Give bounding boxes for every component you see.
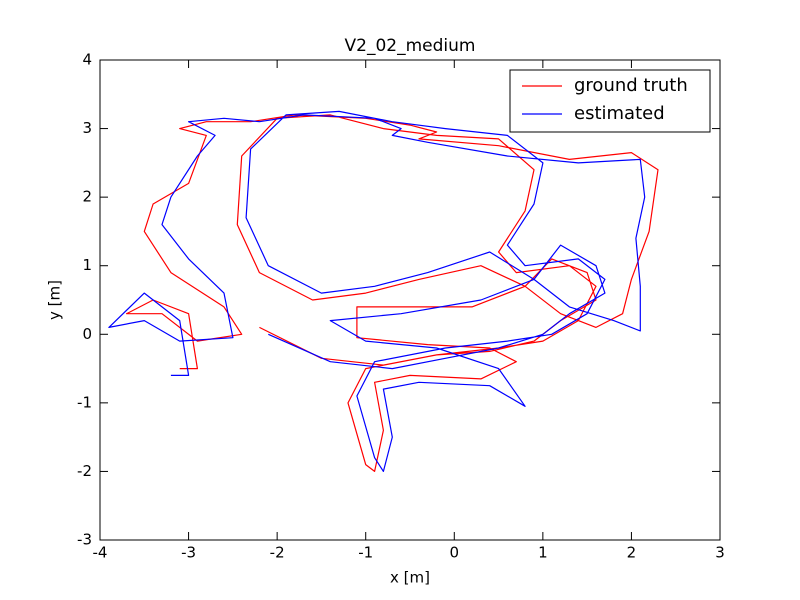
legend-box (509, 69, 711, 133)
chart-title: V2_02_medium (345, 36, 476, 56)
legend: ground truth estimated (509, 69, 711, 133)
y-axis-label: y [m] (46, 280, 64, 320)
x-tick-label: -3 (181, 544, 196, 562)
x-tick-label: 1 (538, 544, 548, 562)
y-tick-label: 1 (82, 256, 92, 274)
y-tick-label: -3 (77, 531, 92, 549)
y-tick-label: 2 (82, 188, 92, 206)
x-axis-label: x [m] (390, 569, 430, 587)
legend-label: ground truth (574, 75, 688, 96)
y-tick-label: -2 (77, 462, 92, 480)
legend-label: estimated (574, 103, 665, 124)
x-tick-label: -1 (358, 544, 373, 562)
axes-frame (99, 59, 721, 541)
y-tick-label: 3 (82, 119, 92, 137)
plot-area (108, 110, 659, 472)
y-tick-label: 0 (82, 325, 92, 343)
x-tick-label: -2 (270, 544, 285, 562)
x-tick-label: 2 (627, 544, 637, 562)
x-tick-label: -4 (93, 544, 108, 562)
y-tick-label: -1 (77, 393, 92, 411)
trajectory-line (126, 114, 659, 472)
trajectory-line (108, 110, 646, 472)
y-tick-label: 4 (82, 51, 92, 69)
x-tick-label: 0 (450, 544, 460, 562)
x-tick-label: 3 (715, 544, 725, 562)
